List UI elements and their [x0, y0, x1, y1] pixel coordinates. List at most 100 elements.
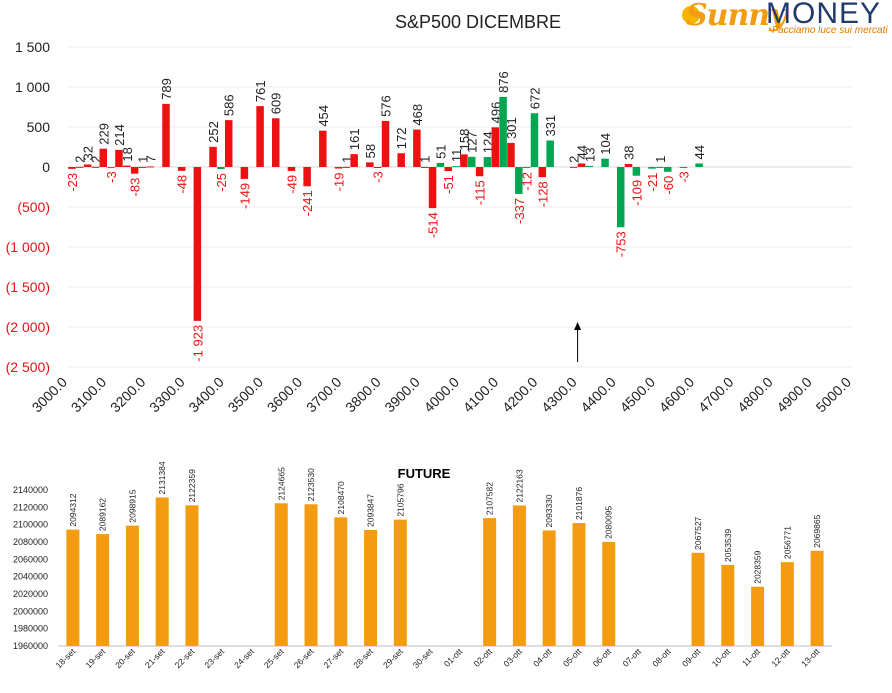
- data-label: 2: [73, 156, 88, 163]
- y-tick-label: 1980000: [13, 624, 48, 634]
- y-tick-label: 2060000: [13, 554, 48, 564]
- data-label: 1: [653, 156, 668, 163]
- x-tick-label: 3500.0: [225, 374, 267, 416]
- x-tick-label: 11-ott: [740, 646, 762, 668]
- data-label: 18: [120, 147, 135, 161]
- data-label: 2069865: [812, 514, 822, 547]
- x-tick-label: 3100.0: [68, 374, 110, 416]
- data-label: 2089162: [98, 498, 108, 531]
- logo-word-money: MONEY: [766, 0, 882, 30]
- y-tick-label: 1 500: [15, 39, 50, 55]
- data-label: 609: [269, 93, 284, 115]
- sunny-money-logo: Sunny MONEY Facciamo luce sui mercati: [680, 0, 892, 40]
- data-label: 7: [143, 155, 158, 162]
- bar: [107, 167, 115, 168]
- data-label: 1: [339, 156, 354, 163]
- data-label: 761: [253, 80, 268, 102]
- data-label: -49: [284, 175, 299, 194]
- data-label: 158: [457, 129, 472, 151]
- y-tick-label: 1 000: [15, 79, 50, 95]
- bar: [217, 167, 225, 169]
- data-label: 2123530: [306, 468, 316, 501]
- bar: [224, 120, 233, 167]
- x-tick-label: 4900.0: [773, 374, 815, 416]
- bar: [452, 166, 460, 168]
- data-label: -21: [645, 173, 660, 192]
- x-tick-label: 05-ott: [561, 646, 584, 669]
- data-label: -83: [128, 178, 143, 197]
- bar: [522, 167, 531, 168]
- bar: [624, 163, 633, 167]
- data-label: 454: [316, 105, 331, 127]
- bar: [632, 167, 641, 176]
- data-label: 576: [379, 95, 394, 117]
- x-tick-label: 3300.0: [146, 374, 188, 416]
- y-tick-label: 2000000: [13, 606, 48, 616]
- bar: [209, 146, 217, 167]
- y-tick-label: 2100000: [13, 520, 48, 530]
- x-tick-label: 4600.0: [656, 374, 698, 416]
- data-label: 172: [394, 128, 409, 150]
- bar: [602, 541, 616, 646]
- y-tick-label: (1 500): [6, 279, 50, 295]
- bar: [287, 167, 296, 171]
- bar: [468, 156, 476, 167]
- data-label: 38: [622, 145, 637, 159]
- y-tick-label: 2140000: [13, 485, 48, 495]
- bar: [274, 503, 288, 646]
- bar: [185, 505, 199, 646]
- bar: [721, 564, 735, 646]
- bar: [780, 562, 794, 646]
- bar: [515, 167, 523, 194]
- x-tick-label: 30-set: [411, 646, 435, 670]
- bar: [460, 154, 468, 167]
- data-label: 2056771: [782, 526, 792, 559]
- data-label: -3: [371, 171, 386, 183]
- x-tick-label: 22-set: [173, 646, 197, 670]
- x-tick-label: 07-ott: [620, 646, 643, 669]
- bar: [691, 552, 705, 646]
- bar: [507, 142, 515, 167]
- bar: [364, 529, 378, 646]
- data-label: 127: [465, 131, 480, 153]
- data-label: 2122359: [187, 469, 197, 502]
- data-label: 51: [433, 144, 448, 158]
- x-tick-label: 06-ott: [591, 646, 614, 669]
- x-tick-label: 24-set: [232, 646, 256, 670]
- bar: [572, 523, 586, 646]
- bar: [542, 530, 556, 646]
- bar: [546, 140, 554, 167]
- y-tick-label: 1960000: [13, 641, 48, 651]
- x-tick-label: 09-ott: [680, 646, 703, 669]
- data-label: 2067527: [693, 516, 703, 549]
- bar: [68, 167, 76, 169]
- data-label: 1: [135, 156, 150, 163]
- x-tick-label: 10-ott: [710, 646, 733, 669]
- bar: [499, 96, 507, 167]
- data-label: 13: [582, 147, 597, 161]
- x-tick-label: 4200.0: [499, 374, 541, 416]
- data-label: -19: [331, 173, 346, 192]
- data-label: -48: [175, 175, 190, 194]
- x-tick-label: 04-ott: [531, 646, 554, 669]
- data-label: 32: [81, 146, 96, 160]
- data-label: 586: [222, 94, 237, 116]
- data-label: 2105796: [395, 483, 405, 516]
- bar: [138, 166, 147, 168]
- bar: [475, 167, 484, 177]
- bar: [491, 127, 500, 167]
- data-label: -149: [237, 183, 252, 209]
- x-tick-label: 25-set: [262, 646, 286, 670]
- data-label: -25: [214, 173, 229, 192]
- bar: [695, 163, 703, 167]
- bar: [304, 504, 318, 646]
- data-label: 2053539: [723, 529, 733, 562]
- x-tick-label: 18-set: [54, 646, 78, 670]
- x-tick-label: 28-set: [351, 646, 375, 670]
- bar: [444, 167, 452, 172]
- bar: [483, 157, 492, 167]
- bar: [99, 148, 108, 167]
- bar: [303, 167, 311, 187]
- x-tick-label: 13-ott: [799, 646, 822, 669]
- logo-word-sunny: Sunny: [686, 0, 787, 33]
